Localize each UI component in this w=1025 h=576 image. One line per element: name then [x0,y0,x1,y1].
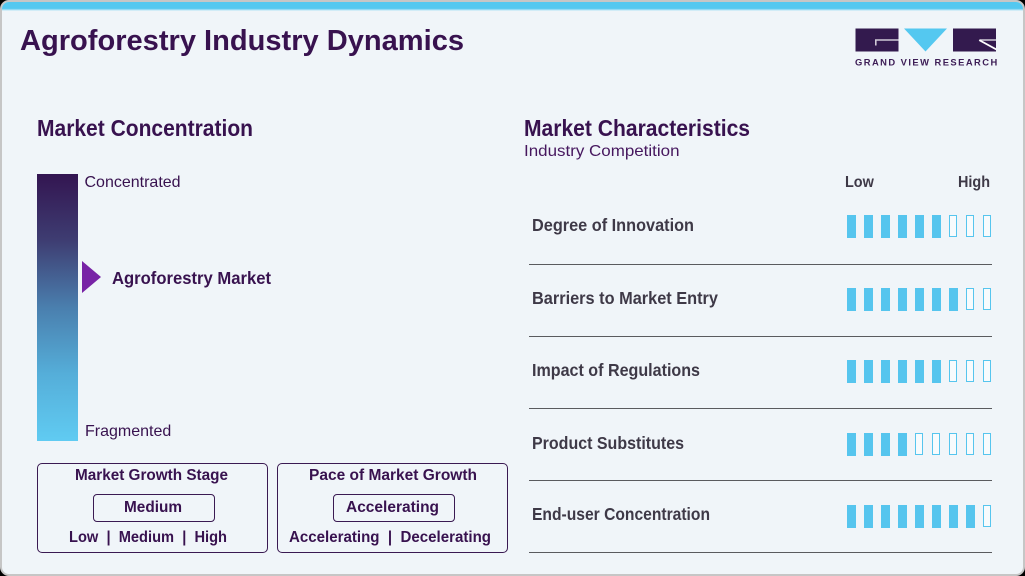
svg-text:GRAND VIEW RESEARCH: GRAND VIEW RESEARCH [855,57,999,68]
